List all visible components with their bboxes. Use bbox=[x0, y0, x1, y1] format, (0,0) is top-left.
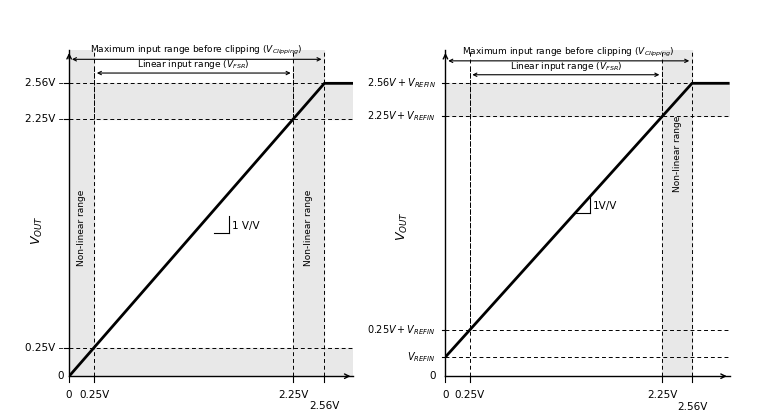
Text: Non-linear range: Non-linear range bbox=[304, 189, 313, 266]
Text: 0.25V: 0.25V bbox=[455, 390, 485, 400]
Text: 1V/V: 1V/V bbox=[593, 201, 617, 211]
Text: 2.25V –: 2.25V – bbox=[25, 114, 65, 124]
Text: $V_{REFIN}$: $V_{REFIN}$ bbox=[407, 350, 435, 364]
Text: $2.56V + V_{REFIN}$: $2.56V + V_{REFIN}$ bbox=[367, 76, 435, 90]
Bar bbox=[69, 50, 94, 376]
Text: Maximum input range before clipping ($V_{Clipping}$): Maximum input range before clipping ($V_… bbox=[91, 44, 303, 57]
Text: 2.56V: 2.56V bbox=[310, 401, 339, 411]
Bar bbox=[69, 348, 353, 376]
Text: $0.25V + V_{REFIN}$: $0.25V + V_{REFIN}$ bbox=[367, 324, 435, 337]
Text: Non-linear range: Non-linear range bbox=[77, 189, 86, 266]
Text: 1 V/V: 1 V/V bbox=[232, 221, 260, 231]
Text: 0.25V –: 0.25V – bbox=[25, 343, 65, 353]
Bar bbox=[69, 83, 353, 119]
Text: 0: 0 bbox=[442, 390, 449, 400]
Text: Maximum input range before clipping ($V_{Clipping}$): Maximum input range before clipping ($V_… bbox=[462, 46, 675, 59]
Text: 2.56V: 2.56V bbox=[677, 402, 707, 412]
Bar bbox=[662, 50, 692, 376]
Text: 2.56V –: 2.56V – bbox=[25, 78, 65, 88]
Text: 0: 0 bbox=[429, 371, 435, 381]
Text: Linear input range ($V_{FSR}$): Linear input range ($V_{FSR}$) bbox=[510, 60, 622, 73]
Text: 0: 0 bbox=[58, 371, 65, 381]
Text: 2.25V: 2.25V bbox=[647, 390, 677, 400]
Text: $V_{OUT}$: $V_{OUT}$ bbox=[395, 212, 409, 242]
Text: $2.25V + V_{REFIN}$: $2.25V + V_{REFIN}$ bbox=[367, 110, 435, 123]
Text: Linear input range ($V_{FSR}$): Linear input range ($V_{FSR}$) bbox=[137, 58, 250, 71]
Text: Non-linear range: Non-linear range bbox=[673, 116, 682, 192]
Text: 0.25V: 0.25V bbox=[79, 390, 109, 400]
Bar bbox=[293, 50, 324, 376]
Text: $V_{OUT}$: $V_{OUT}$ bbox=[30, 215, 45, 245]
Text: 2.25V: 2.25V bbox=[278, 390, 309, 400]
Bar bbox=[445, 83, 730, 117]
Text: 0: 0 bbox=[66, 390, 72, 400]
